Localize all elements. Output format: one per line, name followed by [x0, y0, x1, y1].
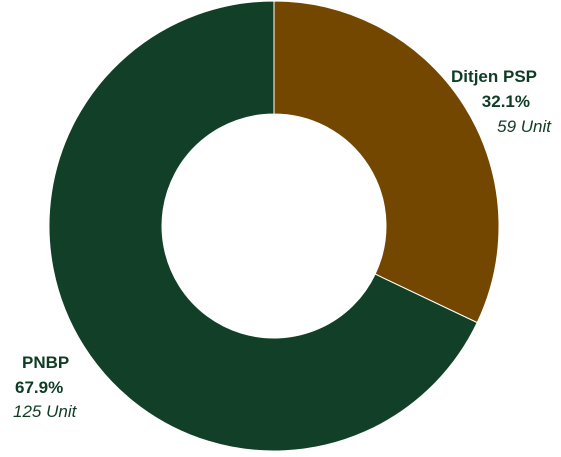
- donut-slice-ditjen-psp: [273, 0, 500, 324]
- slice-percent-label: 67.9%: [15, 378, 63, 397]
- slice-name-label: Ditjen PSP: [451, 67, 537, 86]
- slice-name-label: PNBP: [22, 353, 69, 372]
- slice-unit-label: 125 Unit: [13, 402, 78, 421]
- slice-unit-label: 59 Unit: [497, 117, 552, 136]
- slices-group: [48, 0, 500, 452]
- slice-label-pnbp: PNBP 67.9% 125 Unit: [13, 353, 78, 421]
- donut-slice-pnbp: [48, 0, 478, 452]
- slice-percent-label: 32.1%: [482, 92, 530, 111]
- slice-label-ditjen-psp: Ditjen PSP 32.1% 59 Unit: [451, 67, 552, 136]
